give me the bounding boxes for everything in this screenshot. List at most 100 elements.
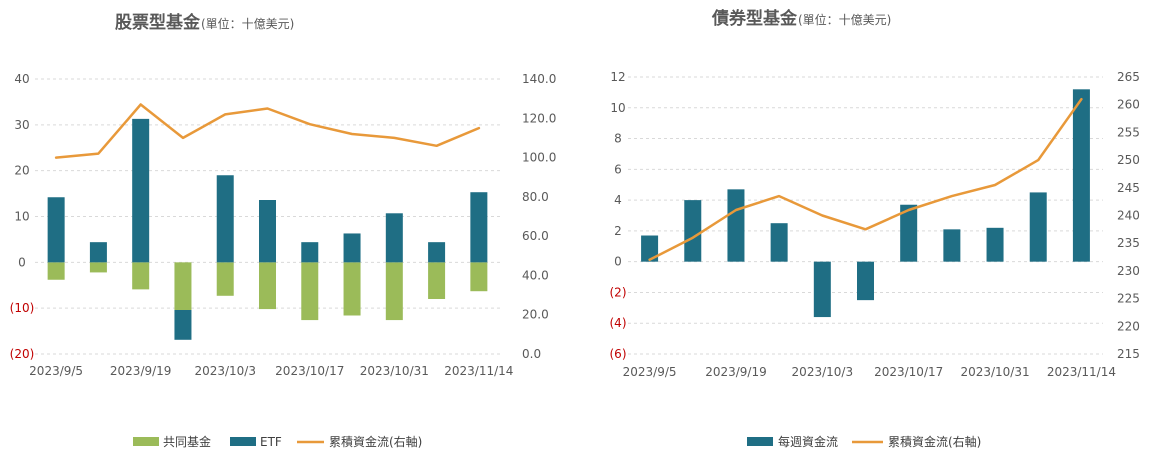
- bond-y-left-tick: (6): [610, 347, 627, 361]
- bond-y-left-tick: 4: [614, 193, 622, 207]
- equity-bar-etf: [428, 242, 446, 263]
- legend-label-etf: ETF: [260, 435, 282, 449]
- bond-y-right-tick: 255: [1117, 125, 1140, 139]
- bond-bar-weekly-flow: [813, 261, 831, 318]
- bond-bar-weekly-flow: [1029, 192, 1047, 262]
- equity-bar-etf: [132, 118, 150, 263]
- bond-bar-weekly-flow: [641, 235, 659, 262]
- bond-bar-weekly-flow: [770, 223, 788, 262]
- bond-y-right-tick: 230: [1117, 264, 1140, 278]
- equity-y-left-tick: 0: [18, 255, 26, 269]
- legend-label-mutual-fund: 共同基金: [163, 434, 211, 449]
- equity-fund-chart: (20) (10) 0 10 20 30 40 0.0 20.0 40.0 60.0 80.0 100.…: [10, 72, 557, 378]
- bond-y-left-tick: 12: [610, 70, 625, 84]
- equity-x-tick-label: 2023/10/17: [275, 364, 344, 378]
- bond-y-left-tick: (4): [610, 316, 627, 330]
- equity-bar-etf: [470, 192, 488, 263]
- equity-bar-mutual-fund: [174, 262, 192, 310]
- equity-y-right-tick: 40.0: [522, 268, 549, 282]
- equity-bar-mutual-fund: [47, 262, 65, 280]
- equity-legend: 共同基金 ETF 累積資金流(右軸): [133, 434, 422, 449]
- bond-title-main: 債券型基金: [711, 8, 798, 29]
- equity-bar-etf: [216, 175, 234, 263]
- equity-y-right-tick: 60.0: [522, 229, 549, 243]
- equity-y-left-tick: 20: [14, 164, 29, 178]
- bond-title-unit: (單位：十億美元): [798, 12, 891, 27]
- equity-bar-etf: [259, 200, 276, 263]
- legend-swatch-mutual-fund: [133, 437, 159, 446]
- equity-bar-mutual-fund: [428, 262, 446, 299]
- equity-bar-etf: [89, 242, 107, 263]
- equity-bar-etf: [301, 242, 319, 263]
- equity-title-main: 股票型基金: [115, 12, 201, 33]
- equity-y-right-tick: 80.0: [522, 190, 549, 204]
- equity-y-left-tick: 30: [14, 118, 29, 132]
- bond-y-right-tick: 265: [1117, 70, 1140, 84]
- bond-y-left-tick: 0: [614, 255, 622, 269]
- bond-x-tick-label: 2023/10/17: [874, 365, 943, 379]
- equity-bar-etf: [174, 310, 192, 340]
- legend-swatch-weekly-flow: [747, 437, 773, 446]
- bond-y-right-tick: 235: [1117, 236, 1140, 250]
- equity-y-left-tick: 10: [14, 210, 29, 224]
- bond-bar-weekly-flow: [986, 227, 1004, 262]
- bond-legend: 每週資金流 累積資金流(右軸): [747, 434, 981, 449]
- equity-y-left-tick: (10): [10, 301, 35, 315]
- bond-x-tick-label: 2023/10/3: [792, 365, 854, 379]
- equity-bar-mutual-fund: [259, 262, 276, 310]
- bond-bar-weekly-flow: [1072, 89, 1090, 262]
- equity-y-right-tick: 140.0: [522, 72, 556, 86]
- bond-bar-weekly-flow: [684, 200, 702, 262]
- equity-x-tick-label: 2023/9/5: [29, 364, 83, 378]
- bond-fund-chart: (6) (4) (2) 0 2 4 6 8 10 12 215 220 225 230 235 240 245 2…: [610, 70, 1140, 379]
- bond-bar-weekly-flow: [727, 189, 745, 262]
- bond-y-right-tick: 245: [1117, 181, 1140, 195]
- equity-x-tick-label: 2023/9/19: [110, 364, 172, 378]
- equity-x-tick-label: 2023/11/14: [444, 364, 513, 378]
- equity-y-right-tick: 0.0: [522, 347, 541, 361]
- equity-bar-etf: [47, 197, 65, 263]
- bond-bar-weekly-flow: [900, 204, 918, 262]
- bond-x-tick-label: 2023/10/31: [960, 365, 1029, 379]
- bond-x-tick-label: 2023/9/5: [623, 365, 677, 379]
- bond-y-right-tick: 215: [1117, 347, 1140, 361]
- equity-title-unit: (單位：十億美元): [201, 16, 294, 31]
- equity-bar-etf: [343, 233, 361, 263]
- bond-y-left-tick: 6: [614, 162, 622, 176]
- bond-x-tick-label: 2023/9/19: [705, 365, 767, 379]
- equity-bar-mutual-fund: [216, 262, 234, 296]
- bond-cumulative-line: [648, 97, 1083, 262]
- bond-y-right-tick: 240: [1117, 209, 1140, 223]
- equity-bar-mutual-fund: [132, 262, 150, 290]
- bond-y-right-tick: 260: [1117, 98, 1140, 112]
- equity-chart-title: 股票型基金(單位：十億美元): [115, 12, 294, 33]
- equity-x-tick-label: 2023/10/31: [360, 364, 429, 378]
- equity-bar-etf: [385, 213, 403, 263]
- bond-y-left-tick: 2: [614, 224, 622, 238]
- bond-y-left-tick: 10: [610, 101, 625, 115]
- equity-y-left-tick: 40: [14, 72, 29, 86]
- legend-label-cumulative-equity: 累積資金流(右軸): [329, 434, 422, 449]
- equity-bar-mutual-fund: [470, 262, 488, 292]
- equity-y-right-tick: 20.0: [522, 308, 549, 322]
- bond-y-right-tick: 250: [1117, 153, 1140, 167]
- equity-x-tick-label: 2023/10/3: [194, 364, 256, 378]
- equity-cumulative-line: [54, 103, 481, 159]
- bond-bar-weekly-flow: [857, 261, 874, 301]
- equity-bar-mutual-fund: [89, 262, 107, 273]
- bond-y-left-tick: 8: [614, 132, 622, 146]
- legend-label-cumulative-bond: 累積資金流(右軸): [888, 434, 981, 449]
- equity-y-left-tick: (20): [10, 347, 35, 361]
- bond-chart-title: 債券型基金(單位：十億美元): [711, 8, 891, 29]
- bond-bar-weekly-flow: [943, 229, 961, 262]
- equity-bar-mutual-fund: [385, 262, 403, 321]
- legend-swatch-etf: [230, 437, 256, 446]
- bond-y-right-tick: 220: [1117, 319, 1140, 333]
- equity-y-right-tick: 120.0: [522, 111, 556, 125]
- bond-x-tick-label: 2023/11/14: [1047, 365, 1116, 379]
- legend-label-weekly-flow: 每週資金流: [778, 434, 838, 449]
- equity-bar-mutual-fund: [343, 262, 361, 316]
- bond-y-right-tick: 225: [1117, 292, 1140, 306]
- equity-bar-mutual-fund: [301, 262, 319, 321]
